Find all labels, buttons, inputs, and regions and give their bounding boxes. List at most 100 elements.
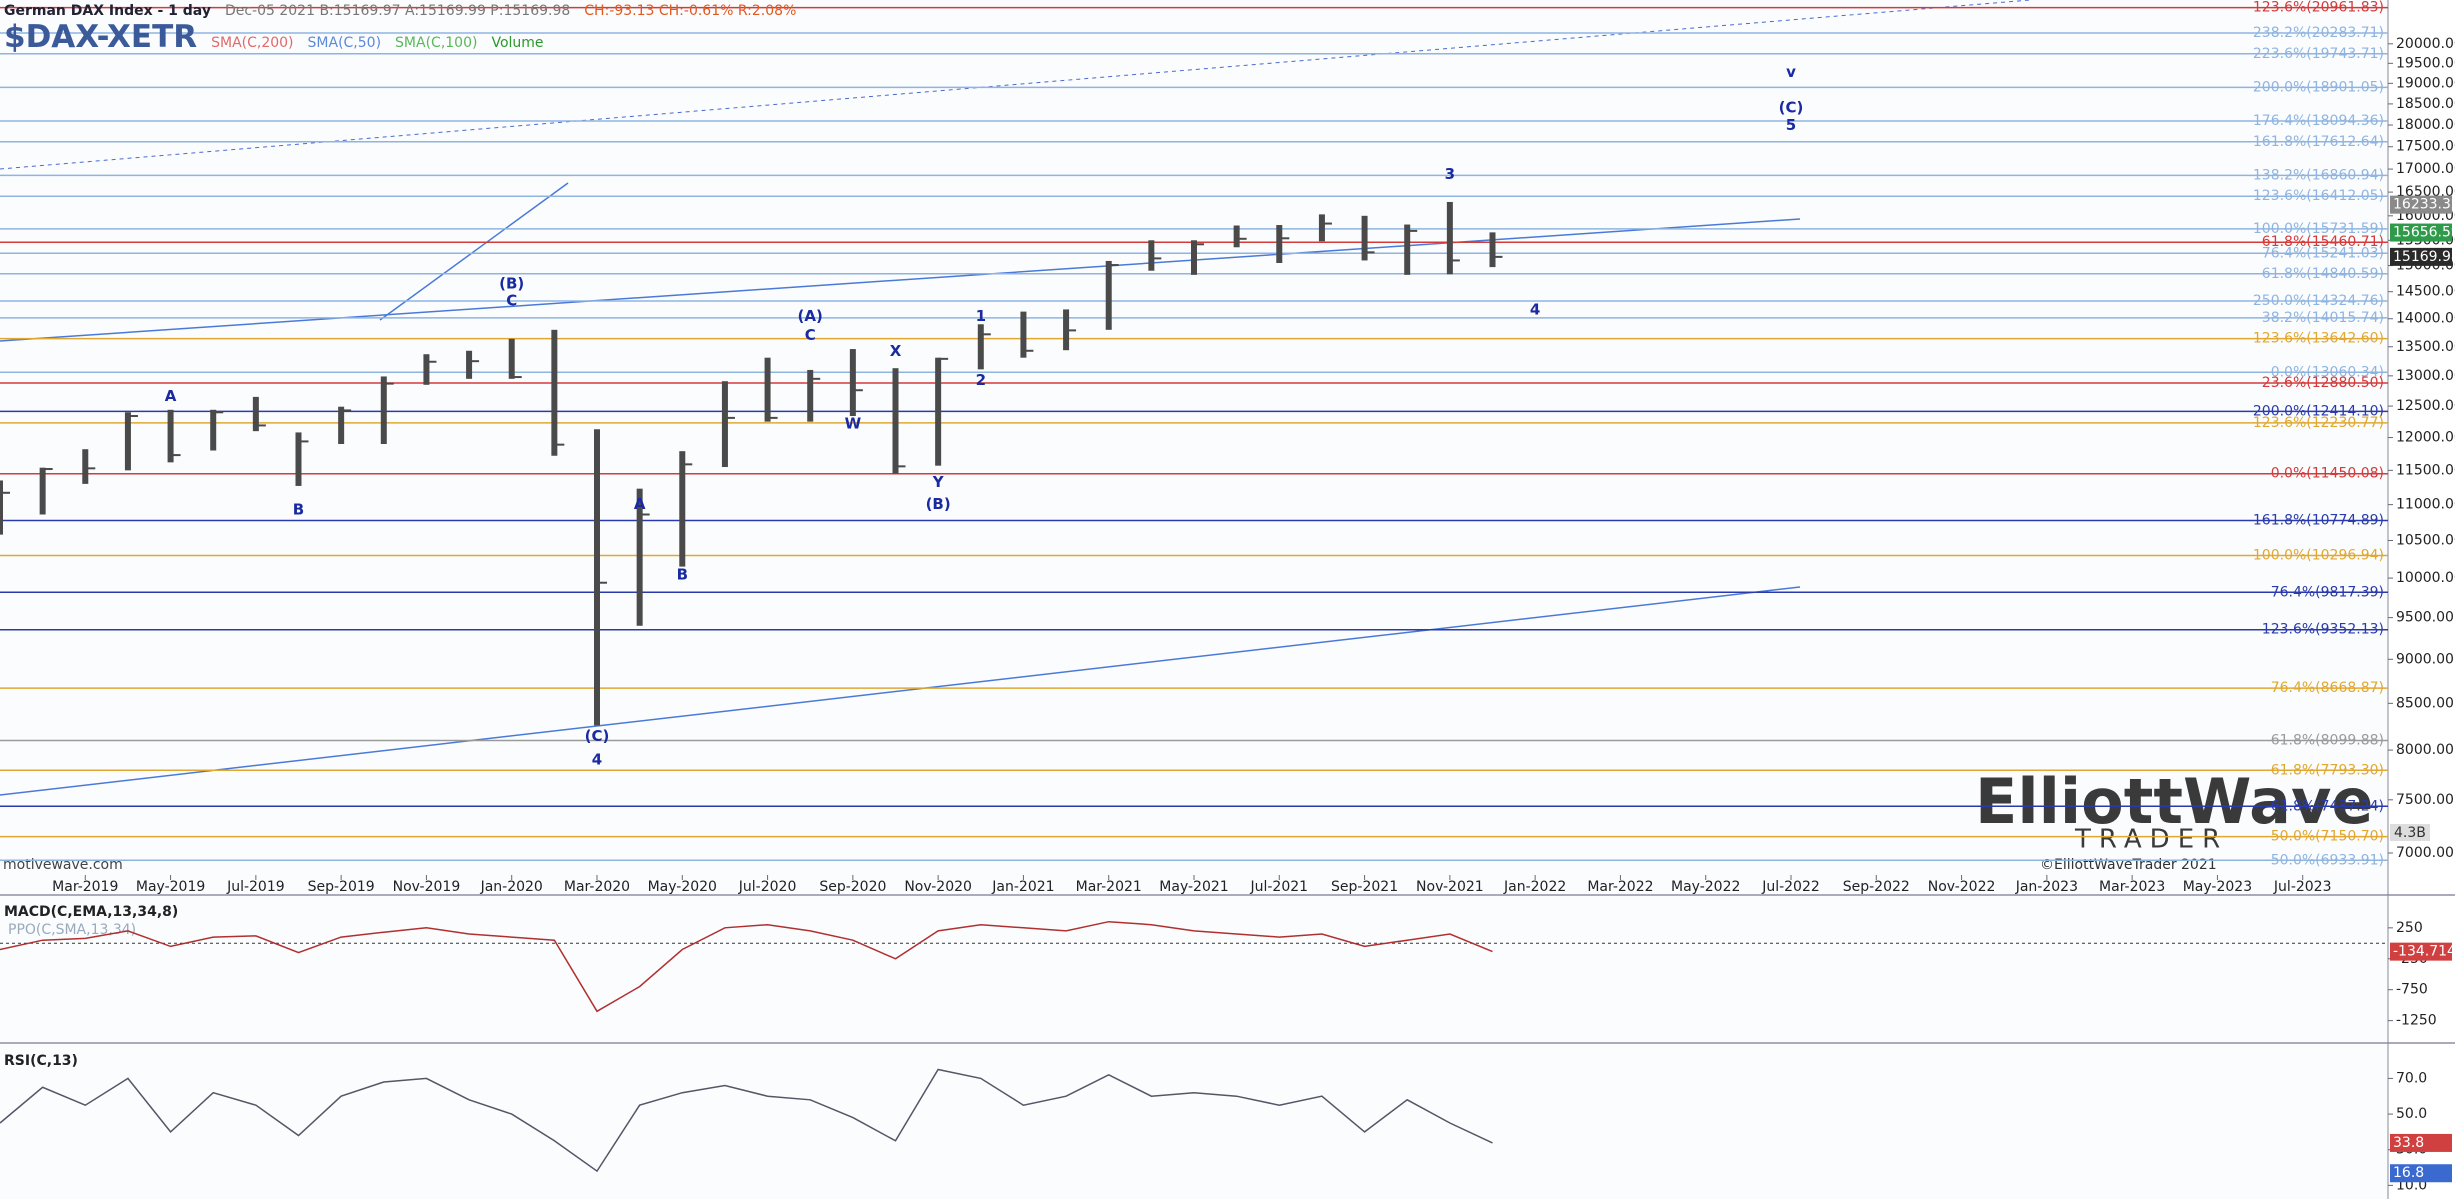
price-bar <box>892 368 899 474</box>
price-bar <box>167 409 174 463</box>
trend-line <box>0 586 1801 796</box>
wave-label: (A) <box>798 307 823 325</box>
price-badge-label: 15169.98 <box>2393 249 2455 265</box>
fib-level-label: 61.8%(7437.24) <box>2271 798 2384 814</box>
price-bar <box>0 480 3 535</box>
y-tick-label: 17000.00 <box>2396 161 2455 177</box>
price-badge-label: 15656.59 <box>2393 225 2455 241</box>
price-bar <box>1276 225 1283 263</box>
copyright: ©ElliottWaveTrader 2021 <box>2040 857 2217 873</box>
wave-label: B <box>677 566 688 584</box>
price-bar <box>210 409 217 451</box>
wave-label: (B) <box>499 274 524 292</box>
wave-label: W <box>845 415 862 433</box>
price-badge <box>2390 942 2452 961</box>
price-badge <box>2390 1133 2452 1152</box>
wave-label: A <box>634 495 646 513</box>
y-tick-label: 7500.00 <box>2396 792 2454 808</box>
price-bar <box>124 412 131 471</box>
fib-level-label: 161.8%(10774.89) <box>2253 513 2384 529</box>
price-bar <box>551 329 558 456</box>
fib-level-label: 200.0%(18901.05) <box>2253 79 2384 95</box>
x-tick-label: Jan-2020 <box>480 879 543 895</box>
x-tick-label: Jul-2022 <box>1761 879 1820 895</box>
y-tick-label: 19500.00 <box>2396 55 2455 71</box>
y-tick-label: 8500.00 <box>2396 695 2454 711</box>
indicator-line <box>0 920 1493 1013</box>
x-tick-label: Sep-2019 <box>308 879 375 895</box>
x-tick-label: Mar-2022 <box>1587 879 1653 895</box>
price-bar <box>721 381 728 468</box>
wave-label: 4 <box>592 750 602 768</box>
trend-line <box>0 218 1801 342</box>
price-bar <box>1489 232 1496 268</box>
fib-level-label: 61.8%(15460.71) <box>2262 234 2384 250</box>
fib-level-label: 61.8%(14840.59) <box>2262 266 2384 282</box>
price-bar <box>1361 215 1368 261</box>
wave-label: C <box>506 291 517 309</box>
price-bar <box>380 376 387 445</box>
wave-label: (C) <box>585 727 610 745</box>
price-bar <box>82 449 89 484</box>
trend-line <box>379 182 569 321</box>
y-tick-label: 14500.00 <box>2396 284 2455 300</box>
fib-level-label: 238.2%(20283.71) <box>2253 25 2384 41</box>
x-tick-label: Jul-2020 <box>738 879 797 895</box>
x-tick-label: May-2023 <box>2183 879 2252 895</box>
price-bar <box>935 357 942 466</box>
price-bar <box>849 349 856 417</box>
trend-line <box>0 0 2031 170</box>
fib-level-label: 76.4%(8668.87) <box>2271 680 2384 696</box>
x-tick-label: Mar-2019 <box>52 879 118 895</box>
fib-level-label: 123.6%(20961.83) <box>2253 0 2384 16</box>
change: CH:-93.13 CH:-0.61% R:2.08% <box>584 3 797 19</box>
y-tick-label: 7000.00 <box>2396 845 2454 861</box>
logo-sub: TRADER <box>2074 825 2228 855</box>
price-bar <box>1446 201 1453 275</box>
y-tick-label: 17500.00 <box>2396 139 2455 155</box>
y-tick-label: 50.0 <box>2396 1106 2427 1122</box>
fib-level-label: 0.0%(11450.08) <box>2271 466 2384 482</box>
wave-label: 1 <box>976 307 986 325</box>
fib-level-label: 50.0%(6933.91) <box>2271 852 2384 868</box>
x-tick-label: May-2022 <box>1671 879 1740 895</box>
header: German DAX Index - 1 day Dec-05 2021 B:1… <box>4 2 796 54</box>
x-tick-label: Mar-2021 <box>1076 879 1142 895</box>
fib-level-label: 123.6%(9352.13) <box>2262 622 2384 638</box>
x-tick-label: Nov-2021 <box>1416 879 1484 895</box>
x-tick-label: Jul-2019 <box>226 879 285 895</box>
indicator: Volume <box>491 35 544 51</box>
price-bar <box>39 467 46 515</box>
price-bar <box>1105 260 1112 330</box>
price-bar <box>1318 214 1325 242</box>
indicator: SMA(C,200) <box>211 35 294 51</box>
x-tick-label: Jul-2023 <box>2273 879 2332 895</box>
x-tick-label: Jan-2021 <box>991 879 1054 895</box>
y-tick-label: 20000.00 <box>2396 36 2455 52</box>
indicator: SMA(C,50) <box>307 35 382 51</box>
fib-level-label: 176.4%(18094.36) <box>2253 113 2384 129</box>
y-tick-label: 18000.00 <box>2396 117 2455 133</box>
y-tick-label: 250 <box>2396 920 2423 936</box>
price-badge-label: 16.8 <box>2393 1165 2424 1181</box>
price-badge-label: 16233.32 <box>2393 197 2455 213</box>
price-bar <box>423 354 430 385</box>
price-bar <box>807 369 814 422</box>
y-tick-label: -750 <box>2396 982 2428 998</box>
x-tick-label: Jan-2022 <box>1503 879 1566 895</box>
fib-level-label: 123.6%(16412.05) <box>2253 188 2384 204</box>
y-tick-label: 13500.00 <box>2396 339 2455 355</box>
y-tick-label: 14000.00 <box>2396 311 2455 327</box>
x-tick-label: Jan-2023 <box>2015 879 2078 895</box>
wave-label: Y <box>932 473 945 491</box>
pane-title: MACD(C,EMA,13,34,8) <box>4 904 178 920</box>
y-tick-label: 9000.00 <box>2396 651 2454 667</box>
wave-label: 4 <box>1530 300 1540 318</box>
fib-level-label: 0.0%(13060.34) <box>2271 364 2384 380</box>
wave-label: (B) <box>926 495 951 513</box>
x-tick-label: May-2019 <box>136 879 205 895</box>
wave-label: v <box>1786 63 1796 81</box>
logo: ElliottWave <box>1975 765 2373 838</box>
y-tick-label: 10500.00 <box>2396 532 2455 548</box>
